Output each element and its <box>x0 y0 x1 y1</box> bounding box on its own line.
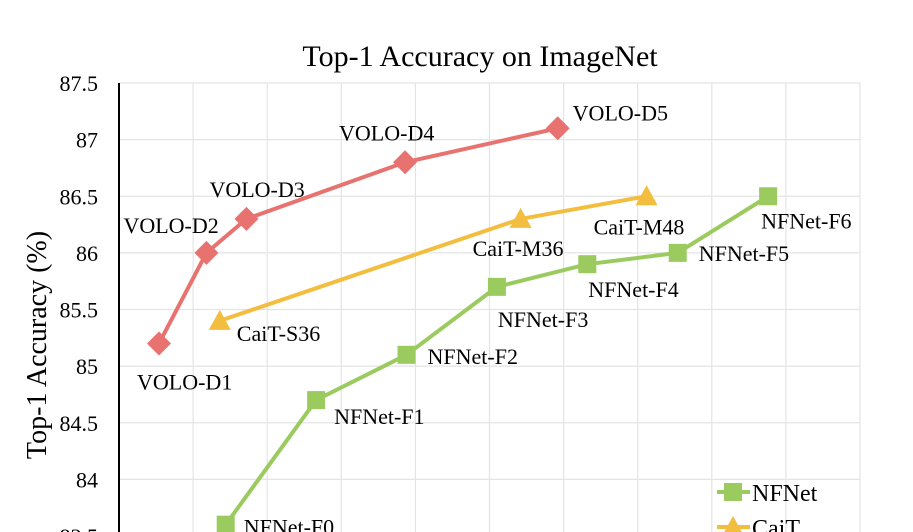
grid <box>119 82 861 532</box>
nfnet-point <box>397 345 416 364</box>
series <box>147 116 778 532</box>
legend-marker-cait <box>724 516 742 532</box>
point-label: VOLO-D3 <box>209 177 304 202</box>
nfnet-point <box>216 515 235 532</box>
legend-marker-nfnet <box>724 483 742 501</box>
point-label: VOLO-D2 <box>123 213 218 238</box>
y-tick-labels: 83.5 84 84.5 85 85.5 86 86.5 87 87.5 <box>60 71 99 532</box>
point-label: CaiT-S36 <box>237 321 321 346</box>
y-tick-label: 87.5 <box>60 71 99 96</box>
point-label: NFNet-F2 <box>428 344 518 369</box>
point-label: NFNet-F3 <box>498 307 588 332</box>
point-label: VOLO-D4 <box>339 120 434 145</box>
nfnet-point <box>668 243 687 262</box>
cait-point <box>635 185 658 206</box>
point-label: NFNet-F0 <box>244 515 334 532</box>
y-tick-label: 84 <box>76 467 98 492</box>
nfnet-point <box>487 277 506 296</box>
chart-title: Top-1 Accuracy on ImageNet <box>302 40 658 73</box>
volo-point <box>393 150 418 175</box>
point-label: VOLO-D5 <box>573 100 668 125</box>
nfnet-point <box>307 391 326 410</box>
volo-point <box>194 240 219 265</box>
cait-point <box>208 309 231 330</box>
y-tick-label: 85 <box>76 354 98 379</box>
y-tick-label: 85.5 <box>60 298 99 323</box>
y-tick-label: 84.5 <box>60 411 99 436</box>
cait-point <box>509 207 532 228</box>
point-label: CaiT-M36 <box>473 236 564 261</box>
point-label: NFNet-F5 <box>699 241 789 266</box>
legend: NFNet CaiT <box>717 481 818 532</box>
y-tick-label: 87 <box>76 128 98 153</box>
y-axis-label: Top-1 Accuracy (%) <box>22 231 53 459</box>
point-label: NFNet-F1 <box>334 404 424 429</box>
y-tick-label: 83.5 <box>60 524 99 532</box>
point-label: VOLO-D1 <box>137 369 232 394</box>
point-label: NFNet-F4 <box>588 277 678 302</box>
volo-point <box>234 206 259 231</box>
legend-label: NFNet <box>752 481 818 507</box>
nfnet-point <box>759 187 778 206</box>
legend-label: CaiT <box>752 516 800 532</box>
volo-point <box>147 331 172 356</box>
point-label: CaiT-M48 <box>594 214 685 239</box>
y-tick-label: 86 <box>76 241 98 266</box>
y-tick-label: 86.5 <box>60 184 99 209</box>
point-labels: NFNet-F0 NFNet-F1 NFNet-F2 NFNet-F3NFNet-F4… <box>123 100 851 532</box>
nfnet-point <box>578 255 597 274</box>
volo-point <box>545 116 570 141</box>
point-label: NFNet-F6 <box>761 208 851 233</box>
